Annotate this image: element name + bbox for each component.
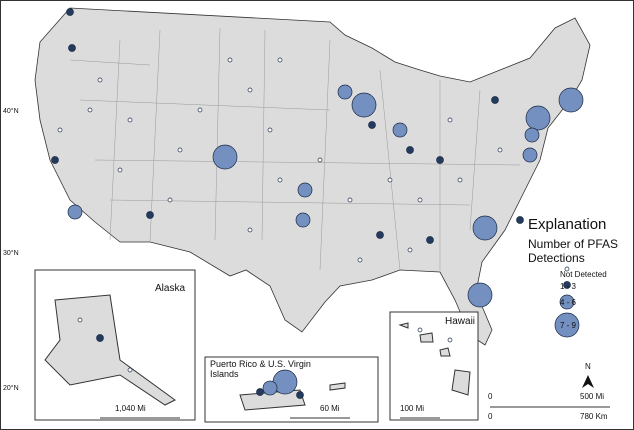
detection-site xyxy=(262,380,278,396)
detection-site xyxy=(247,227,253,233)
detection-site xyxy=(525,105,551,131)
detection-site xyxy=(447,337,453,343)
detection-site xyxy=(117,167,123,173)
inset-label: Hawaii xyxy=(445,316,476,327)
detection-site xyxy=(426,236,434,244)
scale-label: 500 Mi xyxy=(580,392,605,401)
detection-site xyxy=(295,212,311,228)
detection-site xyxy=(472,215,498,241)
detection-site xyxy=(357,257,363,263)
detection-site xyxy=(392,122,408,138)
legend-item: 7 - 9 xyxy=(560,321,577,330)
detection-site xyxy=(407,247,413,253)
detection-site xyxy=(457,177,463,183)
alaska-shape xyxy=(44,294,176,406)
hawaii-inset xyxy=(389,311,479,421)
scale-label: 100 Mi xyxy=(400,404,425,413)
detection-site xyxy=(57,127,63,133)
state-lines xyxy=(69,27,521,271)
detection-site xyxy=(317,157,323,163)
detection-site xyxy=(436,156,444,164)
detection-site xyxy=(66,8,74,16)
detection-site xyxy=(347,197,353,203)
detection-site xyxy=(212,144,238,170)
contiguous-us xyxy=(34,7,591,346)
north-arrow xyxy=(582,375,594,388)
detection-site xyxy=(387,177,393,183)
detection-site xyxy=(167,197,173,203)
detection-site xyxy=(406,146,414,154)
legend-title: Explanation xyxy=(528,216,607,233)
detection-site xyxy=(376,231,384,239)
scale-bars xyxy=(100,406,610,419)
detection-site xyxy=(558,87,584,113)
scale-label: 0 xyxy=(488,392,493,401)
detection-site xyxy=(97,77,103,83)
detection-site xyxy=(467,282,493,308)
detection-site xyxy=(227,57,233,63)
detection-site xyxy=(277,57,283,63)
detection-site xyxy=(491,96,499,104)
scale-label: 780 Km xyxy=(580,412,608,421)
detection-site xyxy=(67,204,83,220)
detection-site xyxy=(297,182,313,198)
detection-site xyxy=(497,147,503,153)
detection-site xyxy=(417,327,423,333)
detection-site xyxy=(277,177,283,183)
lat-label: 40°N xyxy=(3,108,19,115)
detection-site xyxy=(351,92,377,118)
detection-site xyxy=(559,294,575,310)
north-label: N xyxy=(585,362,591,371)
detection-site xyxy=(146,211,154,219)
detection-site xyxy=(522,147,538,163)
detection-site xyxy=(554,312,580,338)
detection-site xyxy=(127,117,133,123)
detection-site xyxy=(51,156,59,164)
detection-site xyxy=(77,317,83,323)
legend-item: Not Detected xyxy=(560,270,607,279)
inset-label: Puerto Rico & U.S. Virgin Islands xyxy=(210,359,311,379)
detection-site xyxy=(417,197,423,203)
legend-subtitle: Number of PFAS Detections xyxy=(528,237,619,265)
scale-label: 1,040 Mi xyxy=(115,404,146,413)
lat-label: 30°N xyxy=(3,250,19,257)
detections xyxy=(51,8,584,399)
detection-site xyxy=(563,281,571,289)
lat-label: 20°N xyxy=(3,385,19,392)
detection-site xyxy=(256,388,264,396)
legend-item: 1 - 3 xyxy=(560,282,577,291)
detection-site xyxy=(87,107,93,113)
detection-site xyxy=(564,266,570,272)
detection-site xyxy=(197,107,203,113)
detection-site xyxy=(96,334,104,342)
detection-site xyxy=(296,391,304,399)
detection-site xyxy=(524,127,540,143)
detection-site xyxy=(447,117,453,123)
inset-label: Alaska xyxy=(155,283,186,294)
detection-site xyxy=(177,147,183,153)
detection-site xyxy=(68,44,76,52)
detection-site xyxy=(337,84,353,100)
scale-label: 60 Mi xyxy=(320,404,340,413)
legend-item: 4 - 6 xyxy=(560,298,577,307)
hawaii-shape xyxy=(398,322,471,396)
detection-site xyxy=(267,127,273,133)
detection-site xyxy=(127,367,133,373)
detection-site xyxy=(516,216,524,224)
detection-site xyxy=(247,87,253,93)
detection-site xyxy=(368,121,376,129)
scale-label: 0 xyxy=(488,412,493,421)
